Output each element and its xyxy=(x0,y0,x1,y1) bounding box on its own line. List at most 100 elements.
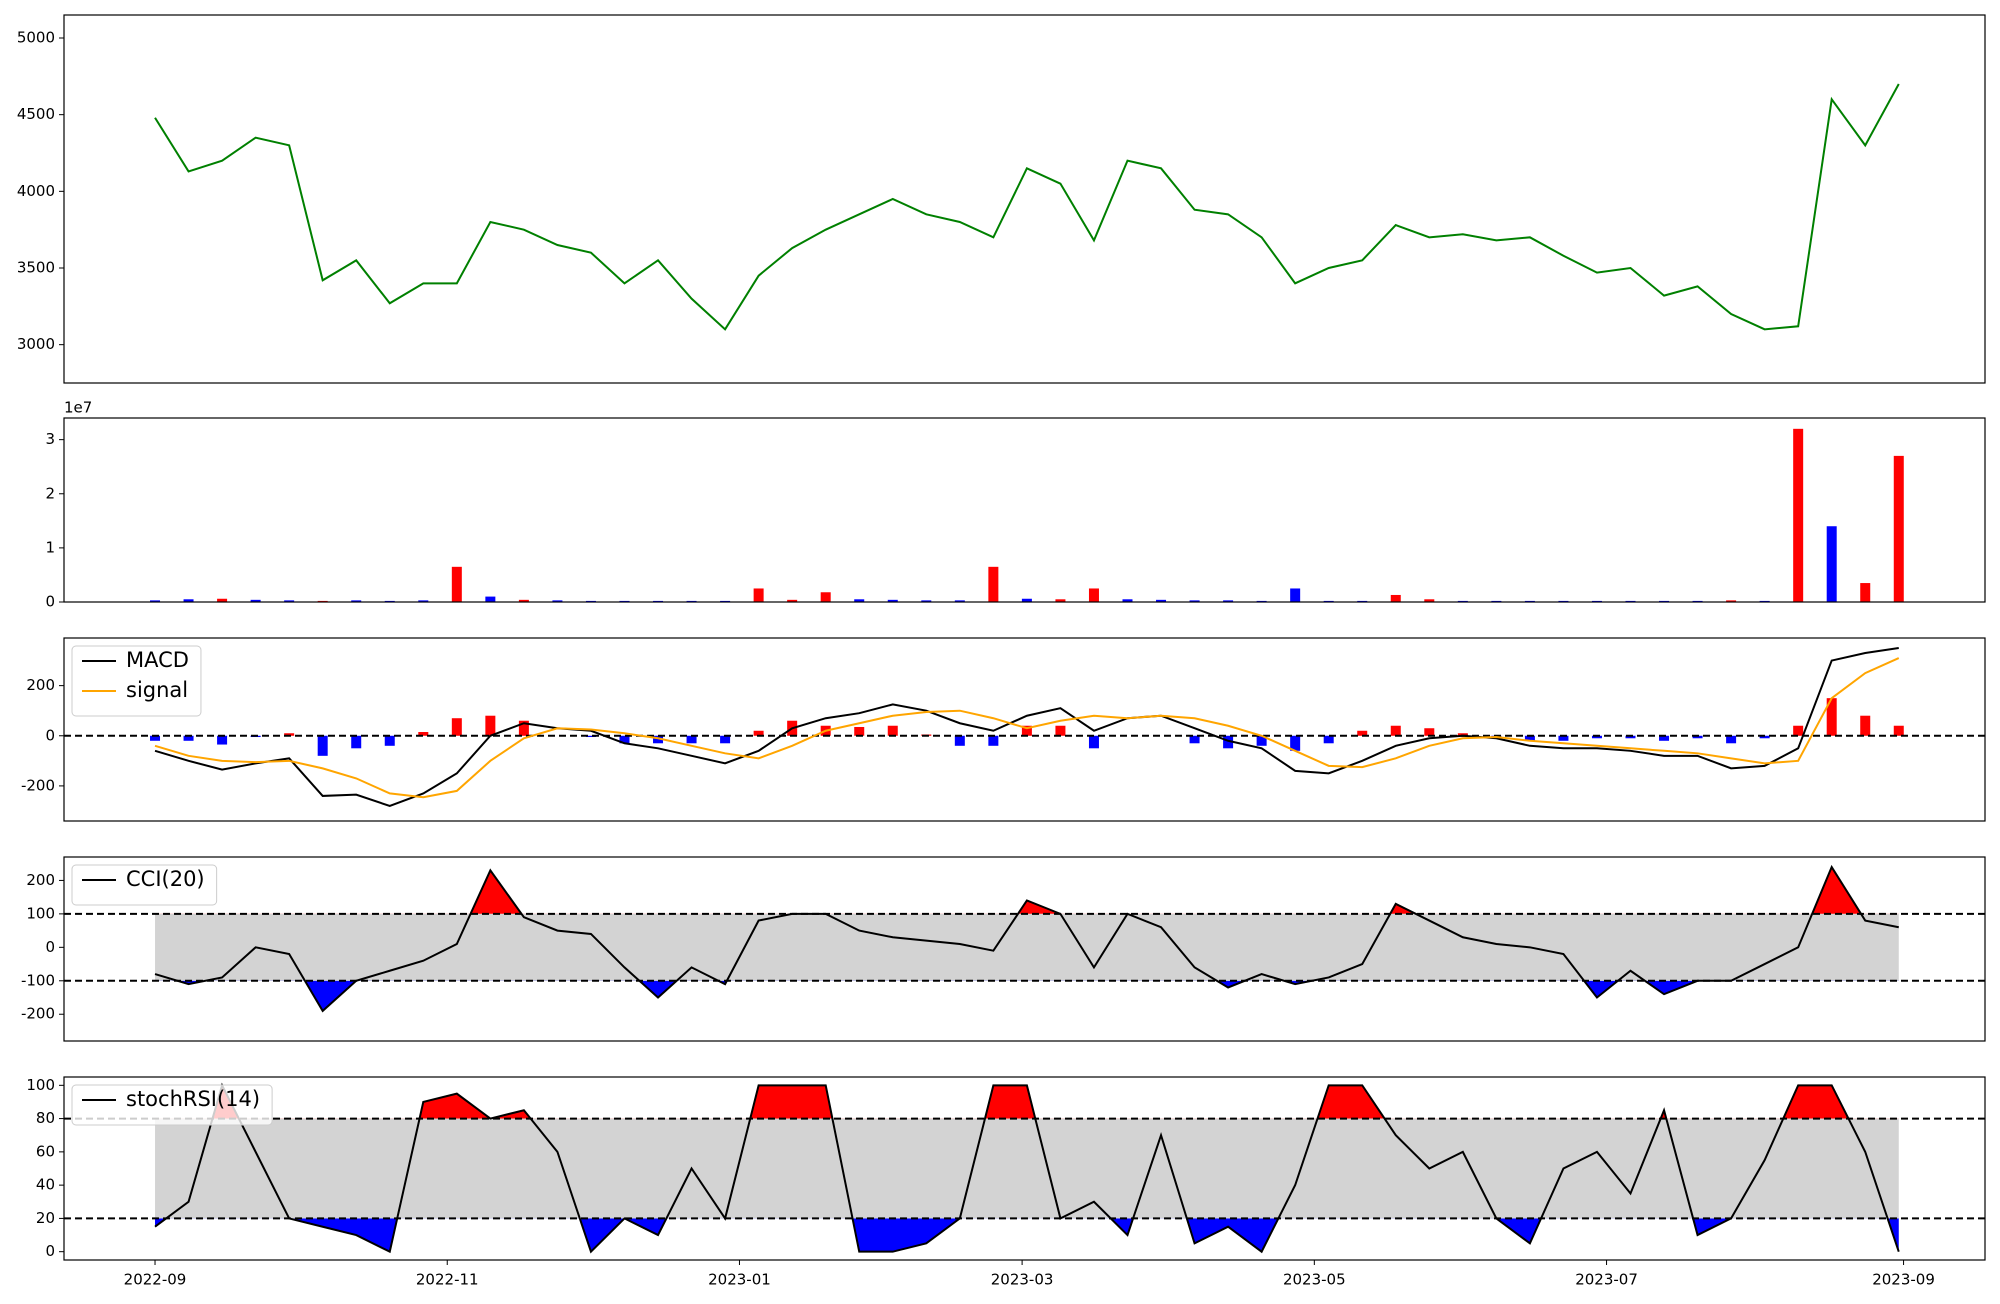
bar xyxy=(1021,725,1032,736)
bar xyxy=(1457,733,1468,736)
bar xyxy=(1357,730,1368,736)
bar xyxy=(1256,735,1267,746)
plot-area xyxy=(154,83,1900,331)
bar xyxy=(1424,728,1435,736)
plot-area xyxy=(64,1082,1985,1254)
band xyxy=(155,1118,1899,1219)
bar xyxy=(284,600,295,602)
bar xyxy=(217,598,228,602)
bar xyxy=(1323,735,1334,744)
bar xyxy=(921,600,932,602)
y-tick-label: 3 xyxy=(45,430,55,448)
legend-label: signal xyxy=(126,678,188,702)
band xyxy=(155,913,1899,981)
bar xyxy=(1290,588,1301,602)
legend-box xyxy=(71,645,202,717)
bar xyxy=(418,600,429,602)
bar xyxy=(150,735,161,741)
bar xyxy=(954,600,965,602)
bar xyxy=(653,735,664,744)
legend-box xyxy=(71,864,218,906)
plot-frame xyxy=(63,1076,1986,1261)
bar xyxy=(1591,735,1602,739)
legend: MACD signal xyxy=(71,645,202,717)
bar xyxy=(1088,588,1099,602)
bar xyxy=(1390,725,1401,736)
y-tick-label: 5000 xyxy=(17,29,55,47)
bar xyxy=(351,735,362,749)
x-tick-label: 2023-01 xyxy=(708,1271,771,1289)
bar xyxy=(820,592,831,602)
y-tick-label: 40 xyxy=(36,1176,55,1194)
bar xyxy=(351,600,362,602)
legend-label: stochRSI(14) xyxy=(126,1087,260,1111)
line xyxy=(154,657,1900,799)
bar xyxy=(1390,594,1401,602)
bar xyxy=(1860,715,1871,736)
y-tick-label: -200 xyxy=(21,1005,55,1023)
bar xyxy=(1692,735,1703,739)
y-tick-label: 3500 xyxy=(17,259,55,277)
bar xyxy=(1223,735,1234,749)
bar xyxy=(887,725,898,736)
bar xyxy=(150,600,161,602)
legend-label: CCI(20) xyxy=(126,867,205,891)
bar xyxy=(384,735,395,746)
bar xyxy=(418,732,429,736)
legend-box xyxy=(71,1084,273,1126)
bar xyxy=(1860,583,1871,602)
bar xyxy=(217,735,228,745)
bar xyxy=(619,735,630,744)
oversold-fill xyxy=(155,1218,1899,1252)
bar xyxy=(485,715,496,736)
bar xyxy=(1189,600,1200,602)
y-tick-label: 80 xyxy=(36,1109,55,1127)
y-tick-label: 4000 xyxy=(17,182,55,200)
bar xyxy=(1055,725,1066,736)
x-tick-label: 2023-07 xyxy=(1575,1271,1638,1289)
bar xyxy=(1759,735,1770,739)
bar xyxy=(552,600,563,602)
bar xyxy=(518,599,529,602)
plot-frame xyxy=(63,417,1986,603)
y-tick-label: 4500 xyxy=(17,105,55,123)
bar xyxy=(250,599,261,602)
y-tick-label: 60 xyxy=(36,1142,55,1160)
bar xyxy=(1290,735,1301,751)
x-tick-label: 2022-11 xyxy=(416,1271,479,1289)
bar xyxy=(518,720,529,736)
bar xyxy=(1625,735,1636,739)
y-tick-label: 100 xyxy=(26,1076,55,1094)
plot-area xyxy=(64,864,1985,1013)
plot-area xyxy=(150,428,1904,602)
bar xyxy=(1223,600,1234,602)
bar xyxy=(1424,599,1435,602)
legend: stochRSI(14) xyxy=(71,1084,273,1126)
plot-area xyxy=(64,647,1985,808)
bar xyxy=(451,566,462,602)
oversold-fill xyxy=(155,980,1899,1011)
bar xyxy=(854,726,865,736)
y-tick-label: 1 xyxy=(45,538,55,556)
bar xyxy=(485,596,496,602)
bar xyxy=(1156,599,1167,602)
bar xyxy=(753,588,764,602)
y-tick-label: 2 xyxy=(45,484,55,502)
axis-offset-label: 1e7 xyxy=(64,399,92,417)
y-tick-label: 100 xyxy=(26,904,55,922)
x-tick-label: 2023-03 xyxy=(991,1271,1054,1289)
bar xyxy=(1558,735,1569,741)
bar xyxy=(284,733,295,736)
bar xyxy=(1122,599,1133,602)
bar xyxy=(1189,735,1200,744)
y-tick-label: -100 xyxy=(21,971,55,989)
bar xyxy=(183,599,194,602)
line xyxy=(154,83,1900,331)
bar xyxy=(1524,735,1535,741)
bar xyxy=(585,735,596,738)
plot-frame xyxy=(63,856,1986,1042)
bar xyxy=(317,735,328,756)
y-tick-label: 200 xyxy=(26,871,55,889)
bar xyxy=(1893,725,1904,736)
